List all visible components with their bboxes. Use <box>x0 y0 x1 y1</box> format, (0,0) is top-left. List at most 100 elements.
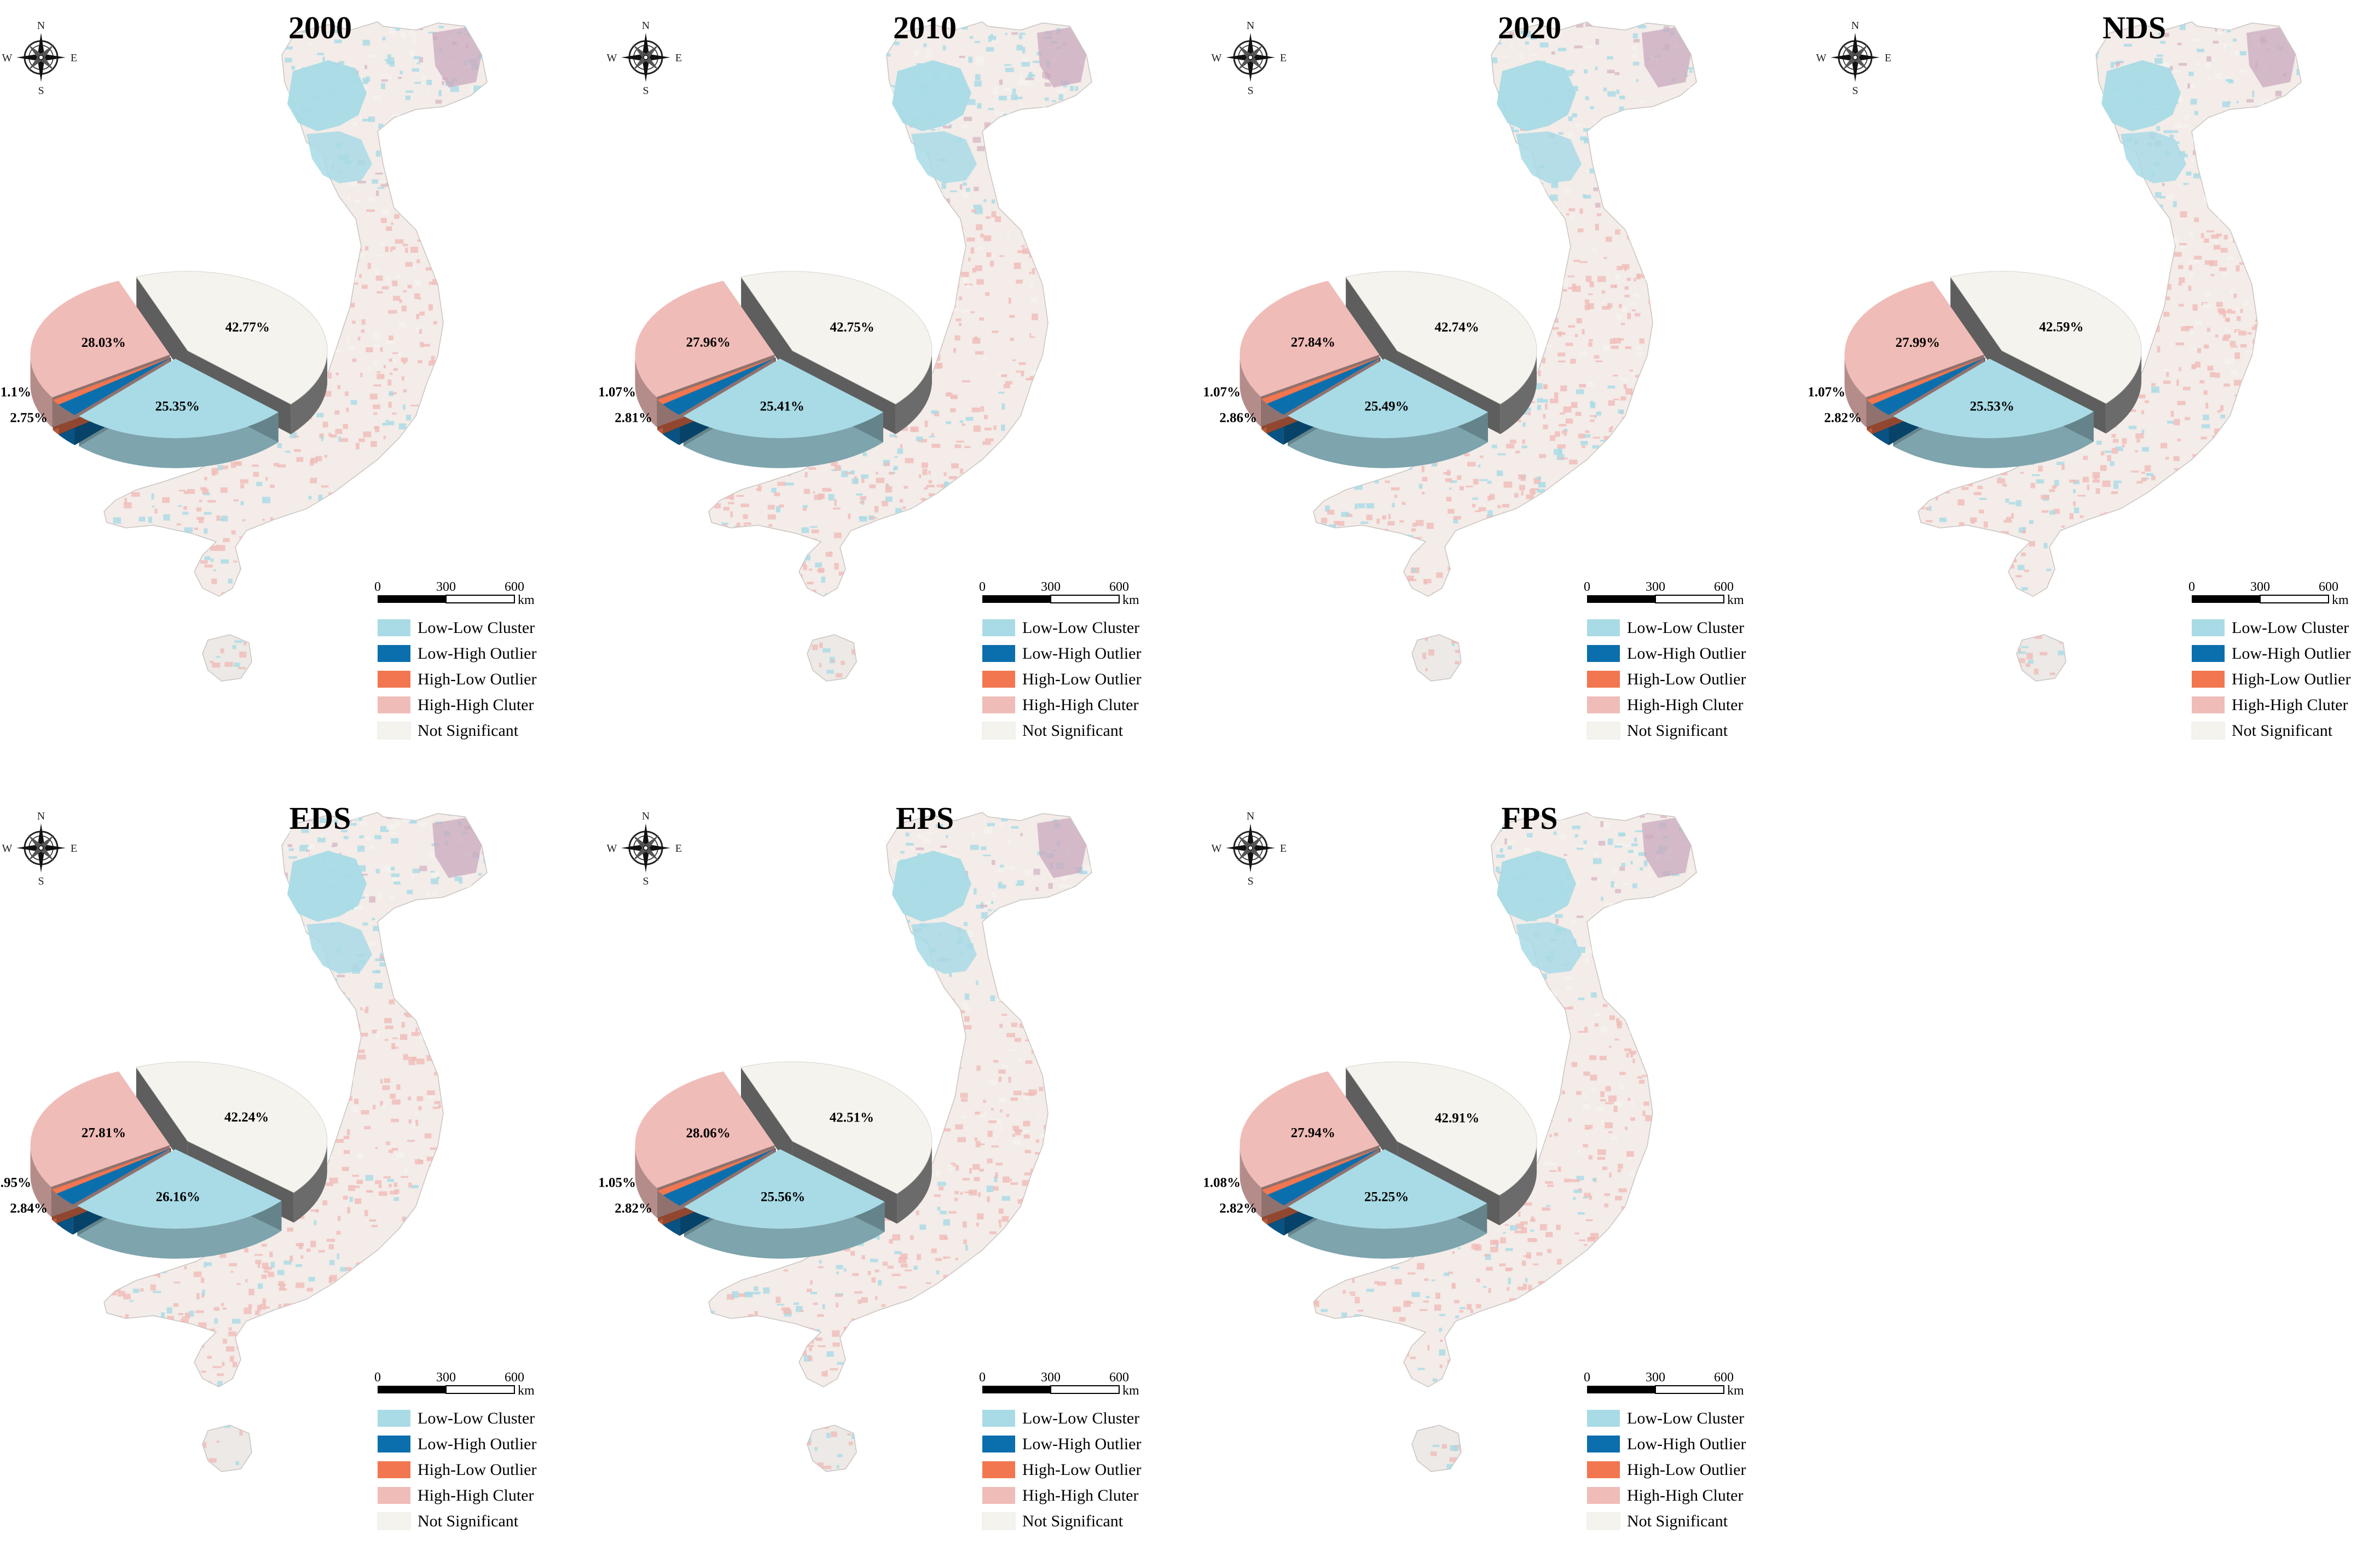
legend-swatch-low-high <box>982 1436 1015 1452</box>
pie-slice-high-low <box>657 357 775 404</box>
scale-bar-white <box>1050 595 1120 603</box>
legend-label-low-high: Low-High Outlier <box>1022 644 1141 663</box>
low-low-region-north <box>1497 60 1576 131</box>
pie-side-high-high <box>1240 355 1261 427</box>
compass-s-label: S <box>38 875 44 887</box>
legend: Low-Low Cluster Low-High Outlier High-Low … <box>982 1409 1141 1530</box>
legend-label-high-high: High-High Cluter <box>1627 1486 1743 1504</box>
pie-label-not-significant: 42.75% <box>830 320 874 335</box>
legend-swatch-not-significant <box>1586 1512 1620 1530</box>
scale-bar-white <box>1655 595 1724 603</box>
pie-cut-not-significant <box>136 1067 188 1171</box>
map-island <box>807 1425 857 1472</box>
legend-swatch-low-high <box>1587 1436 1620 1452</box>
scale-tick-label: 600 <box>1714 1370 1734 1385</box>
legend-swatch-high-high <box>1587 696 1620 713</box>
legend-label-low-high: Low-High Outlier <box>418 1435 536 1453</box>
legend-swatch-high-high <box>1587 1487 1620 1504</box>
pie-slice-high-high <box>635 281 775 397</box>
pie-label-low-low: 25.35% <box>155 399 200 414</box>
scale-bar-black <box>982 1386 1051 1393</box>
legend-swatch-low-high <box>2192 645 2225 662</box>
legend-swatch-low-low <box>1587 619 1620 636</box>
low-low-region-north <box>892 851 971 922</box>
pie-slice-low-high <box>663 1148 776 1206</box>
legend-swatch-low-high <box>378 645 410 662</box>
panel-title: FPS <box>1501 800 1557 836</box>
pie-label-low-low: 26.16% <box>156 1190 200 1205</box>
pie-slice-not-significant <box>1345 271 1537 405</box>
pie-chart: 42.91% 25.25% 2.82% 1.08% 27.94% <box>1203 1061 1537 1259</box>
compass-w-label: W <box>607 842 617 855</box>
pie-slice-low-low <box>1893 358 2094 438</box>
pie-slice-high-high <box>30 281 170 398</box>
scale-tick-label: 600 <box>2319 580 2338 594</box>
mixed-region-northeast <box>1642 27 1691 88</box>
legend: Low-Low Cluster Low-High Outlier High-Low … <box>377 619 536 740</box>
compass-s-label: S <box>1247 85 1253 97</box>
panel-title: EDS <box>289 800 351 836</box>
compass-rose-icon: N S E W <box>2 810 78 887</box>
scale-unit-label: km <box>518 1384 535 1398</box>
pie-label-high-low: 1.1% <box>1 385 31 399</box>
legend-label-high-high: High-High Cluter <box>1022 696 1138 714</box>
compass-e-label: E <box>1280 52 1287 64</box>
compass-s-label: S <box>38 85 44 97</box>
compass-rose-icon: N S E W <box>1212 20 1287 97</box>
legend-swatch-low-low <box>378 619 410 636</box>
compass-e-label: E <box>1280 842 1287 855</box>
pie-slice-high-low <box>1261 357 1380 404</box>
pie-label-high-low: 1.08% <box>1203 1175 1241 1190</box>
panel-title: 2020 <box>1498 10 1561 45</box>
pie-side-low-low <box>1893 411 2094 468</box>
pie-side-not-significant <box>1499 1141 1537 1225</box>
legend-swatch-low-low <box>1587 1410 1620 1427</box>
legend-label-not-significant: Not Significant <box>418 1512 519 1530</box>
panel-title: 2000 <box>288 10 352 45</box>
legend-swatch-high-high <box>378 696 410 713</box>
compass-s-label: S <box>1852 85 1858 97</box>
scale-tick-label: 0 <box>1584 580 1590 594</box>
low-low-region-peninsula <box>2121 131 2186 183</box>
panel-graphic: N S E W 2010 42.75% 25.41% 2.81% 1.07% 27.96% 0 300… <box>598 10 1141 740</box>
legend-swatch-not-significant <box>2191 722 2225 740</box>
scale-tick-label: 0 <box>979 580 986 594</box>
compass-e-label: E <box>675 842 682 855</box>
pie-side-low-low <box>684 1201 885 1259</box>
scale-tick-label: 0 <box>979 1370 986 1385</box>
legend-swatch-low-low <box>982 1410 1015 1427</box>
pie-slice-high-high <box>635 1071 775 1188</box>
pie-label-high-low: 1.05% <box>598 1175 636 1190</box>
legend-swatch-low-high <box>1587 645 1620 662</box>
scale-tick-label: 600 <box>1109 580 1129 594</box>
compass-n-label: N <box>1247 20 1254 32</box>
pie-label-low-high: 2.86% <box>1219 410 1257 425</box>
mixed-region-northeast <box>1037 818 1086 878</box>
legend-swatch-not-significant <box>1586 722 1620 740</box>
pie-label-low-low: 25.25% <box>1364 1190 1409 1205</box>
pie-side-not-significant <box>1500 350 1537 434</box>
compass-e-label: E <box>71 842 77 855</box>
scale-tick-label: 0 <box>2188 580 2195 594</box>
scale-tick-label: 600 <box>1109 1370 1129 1385</box>
pie-slice-low-high <box>56 1148 171 1205</box>
legend-label-high-high: High-High Cluter <box>2232 696 2348 714</box>
scale-tick-label: 300 <box>436 1370 456 1385</box>
panel-graphic: N S E W 2020 42.74% 25.49% 2.86% 1.07% 27.84% 0 300… <box>1203 10 1746 740</box>
pie-slice-high-high <box>1844 281 1984 397</box>
legend-swatch-low-high <box>982 645 1015 662</box>
legend-label-high-high: High-High Cluter <box>418 696 534 714</box>
legend-swatch-high-low <box>1587 1461 1620 1478</box>
legend-swatch-not-significant <box>377 1512 411 1530</box>
pie-slice-high-low <box>658 1148 775 1195</box>
scale-tick-label: 300 <box>436 580 456 594</box>
map-island <box>202 634 252 682</box>
pie-slice-not-significant <box>136 271 328 405</box>
pie-chart: 42.74% 25.49% 2.86% 1.07% 27.84% <box>1203 271 1537 468</box>
legend-label-high-high: High-High Cluter <box>1627 696 1743 714</box>
pie-label-not-significant: 42.24% <box>224 1110 269 1125</box>
map-panel-eds: N S E W EDS 42.24% 26.16% 2.84% 0.95% 27.81% 0 300 6… <box>0 791 595 1563</box>
pie-label-high-high: 28.06% <box>686 1126 730 1141</box>
map-island <box>1411 634 1462 682</box>
